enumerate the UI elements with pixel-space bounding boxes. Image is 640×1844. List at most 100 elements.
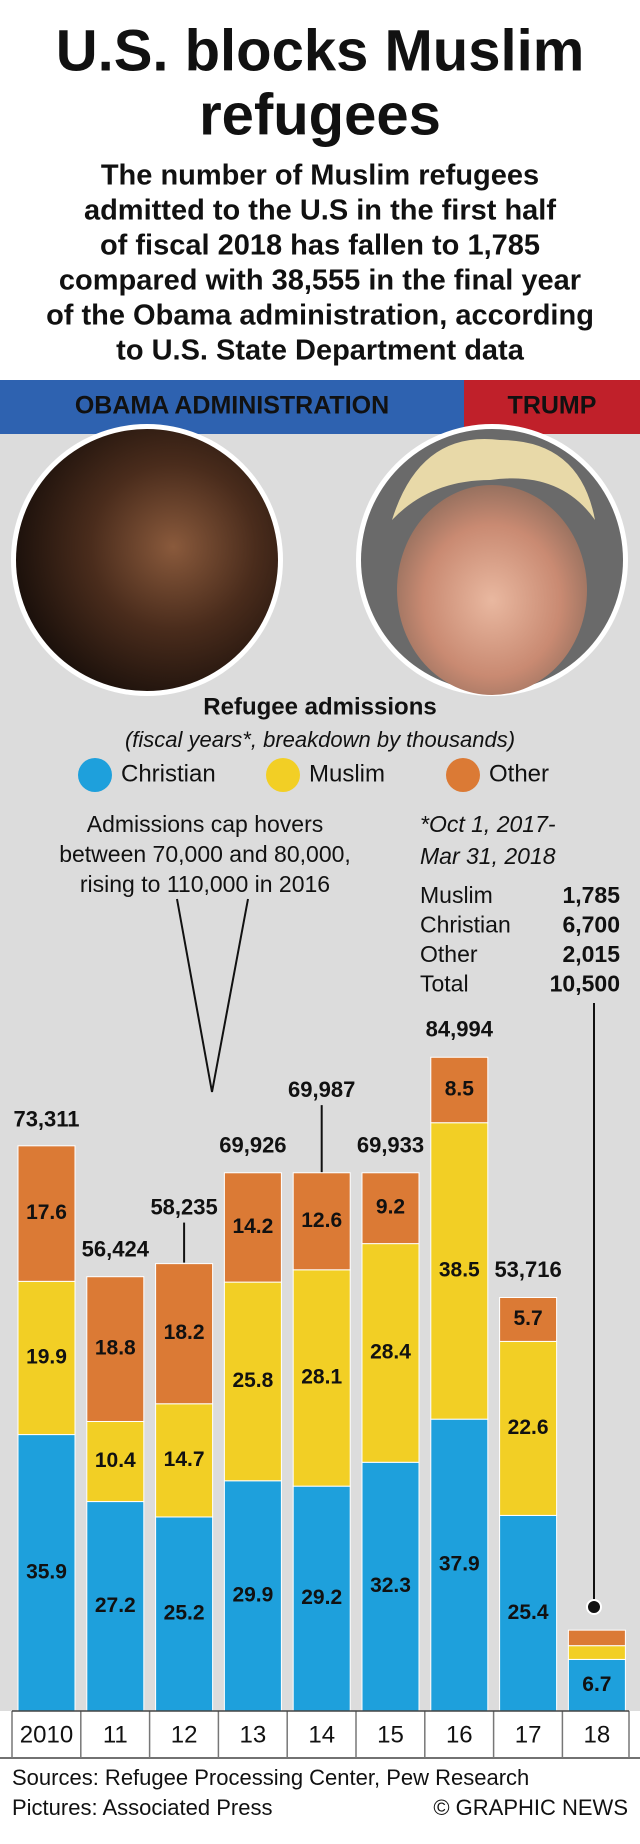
- total-label: 84,994: [426, 1016, 494, 1041]
- title: U.S. blocks Muslim: [56, 18, 585, 83]
- bar-segment: [361, 1172, 420, 1245]
- total-label: 53,716: [494, 1257, 561, 1282]
- bar-segment: [292, 1269, 351, 1487]
- value-label: 35.9: [26, 1560, 67, 1583]
- total-label: 56,424: [82, 1236, 150, 1261]
- note-pointer-dot: [586, 1599, 602, 1615]
- value-label: 14.7: [164, 1448, 205, 1471]
- annotation: rising to 110,000 in 2016: [80, 871, 330, 897]
- legend-subtitle: (fiscal years*, breakdown by thousands): [125, 727, 515, 752]
- bar-segment: [430, 1122, 489, 1420]
- bar-segment: [155, 1263, 214, 1405]
- legend-label: Muslim: [309, 760, 385, 787]
- value-label: 29.9: [232, 1583, 273, 1606]
- legend-swatch: [446, 758, 480, 792]
- value-label: 28.1: [301, 1366, 342, 1389]
- value-label: 5.7: [513, 1307, 542, 1330]
- value-label: 19.9: [26, 1346, 67, 1369]
- bar-segment: [567, 1629, 626, 1647]
- bar-segment: [86, 1501, 145, 1712]
- bar-segment: [292, 1485, 351, 1712]
- bar-segment: [155, 1403, 214, 1518]
- value-label: 37.9: [439, 1553, 480, 1576]
- value-label: 22.6: [508, 1416, 549, 1439]
- legend-label: Other: [489, 760, 549, 787]
- value-label: 17.6: [26, 1201, 67, 1224]
- legend-swatch: [266, 758, 300, 792]
- value-label: 10.4: [95, 1449, 136, 1472]
- note-value: 6,700: [562, 912, 620, 938]
- total-label: 58,235: [150, 1194, 217, 1219]
- subtitle: admitted to the U.S in the first half: [84, 195, 556, 227]
- note-heading: Mar 31, 2018: [420, 843, 556, 869]
- bar-segment: [17, 1280, 76, 1436]
- x-tick-label: 14: [308, 1721, 335, 1748]
- bar-segment: [223, 1480, 282, 1712]
- bar-segment: [223, 1172, 282, 1283]
- x-tick-label: 12: [171, 1721, 198, 1748]
- x-tick-label: 17: [515, 1721, 542, 1748]
- title: refugees: [199, 82, 441, 147]
- value-label: 18.8: [95, 1337, 136, 1360]
- source: Pictures: Associated Press: [12, 1795, 272, 1820]
- legend-title: Refugee admissions: [203, 693, 436, 720]
- value-label: 12.6: [301, 1209, 342, 1232]
- bar-segment: [567, 1658, 626, 1712]
- note-label: Total: [420, 971, 469, 997]
- total-label: 69,926: [219, 1132, 286, 1157]
- subtitle: The number of Muslim refugees: [101, 160, 539, 192]
- bar-segment: [86, 1420, 145, 1503]
- era-label: TRUMP: [508, 392, 597, 420]
- era-band: OBAMA ADMINISTRATION: [0, 380, 464, 434]
- credit: © GRAPHIC NEWS: [433, 1795, 628, 1820]
- value-label: 9.2: [376, 1196, 405, 1219]
- x-tick-label: 11: [103, 1721, 128, 1748]
- value-label: 27.2: [95, 1594, 136, 1617]
- bar-segment: [155, 1516, 214, 1712]
- bar-segment: [567, 1645, 626, 1660]
- bar-segment: [86, 1276, 145, 1422]
- total-label: 69,933: [357, 1132, 424, 1157]
- bar-segment: [430, 1418, 489, 1712]
- x-tick-label: 15: [377, 1721, 404, 1748]
- subtitle: to U.S. State Department data: [116, 335, 525, 367]
- legend-swatch: [78, 758, 112, 792]
- note-value: 2,015: [562, 941, 620, 967]
- note-heading: *Oct 1, 2017-: [420, 811, 556, 837]
- annotation: Admissions cap hovers: [87, 811, 324, 837]
- value-label: 28.4: [370, 1340, 411, 1363]
- annotation: between 70,000 and 80,000,: [59, 841, 351, 867]
- source: Sources: Refugee Processing Center, Pew …: [12, 1765, 529, 1790]
- note-label: Muslim: [420, 882, 493, 908]
- value-label: 8.5: [445, 1078, 475, 1101]
- x-tick-label: 13: [240, 1721, 267, 1748]
- photo-obama: [11, 424, 283, 696]
- value-label: 6.7: [582, 1673, 611, 1696]
- legend-label: Christian: [121, 760, 216, 787]
- x-tick-label: 16: [446, 1721, 473, 1748]
- era-fill: [0, 380, 464, 434]
- total-label: 73,311: [13, 1106, 79, 1131]
- x-tick-label: 18: [584, 1721, 611, 1748]
- note-value: 1,785: [562, 882, 620, 908]
- value-label: 38.5: [439, 1258, 480, 1281]
- value-label: 25.4: [508, 1601, 549, 1624]
- subtitle: of the Obama administration, according: [46, 300, 594, 332]
- value-label: 18.2: [164, 1321, 205, 1344]
- bar-segment: [17, 1145, 76, 1282]
- value-label: 25.8: [232, 1369, 273, 1392]
- bar-segment: [499, 1340, 558, 1516]
- note-value: 10,500: [550, 971, 620, 997]
- bar-segment: [499, 1297, 558, 1342]
- note-label: Christian: [420, 912, 511, 938]
- value-label: 14.2: [232, 1215, 273, 1238]
- subtitle: compared with 38,555 in the final year: [59, 265, 581, 297]
- bar-segment: [430, 1056, 489, 1124]
- photo-trump: [356, 424, 628, 696]
- value-label: 29.2: [301, 1586, 342, 1609]
- value-label: 32.3: [370, 1574, 411, 1597]
- x-tick-label: 2010: [20, 1721, 73, 1748]
- bar-segment: [361, 1243, 420, 1463]
- value-label: 25.2: [164, 1602, 205, 1625]
